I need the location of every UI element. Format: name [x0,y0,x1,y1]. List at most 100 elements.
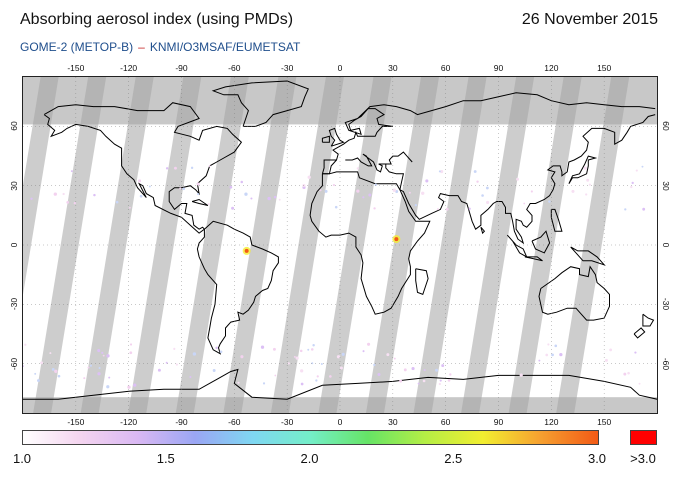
aerosol-speckle [362,350,365,353]
coastline [309,171,431,315]
aerosol-speckle [356,189,360,193]
top-tick-label: -90 [175,63,188,73]
aerosol-speckle [97,349,101,353]
bottom-tick-label: -60 [228,417,241,427]
colorbar-tick-label: 2.0 [300,451,319,466]
aerosol-speckle [408,191,411,194]
aerosol-speckle [173,347,176,350]
aerosol-speckle [133,383,137,387]
aerosol-speckle [127,385,131,389]
bottom-tick-label: 150 [597,417,612,427]
aerosol-speckle [51,367,55,371]
top-tick-label: 60 [440,63,451,73]
orbit-gap-stripe [175,77,249,413]
aerosol-speckle [295,356,299,360]
left-tick-label: 60 [9,121,19,132]
top-tick-label: -30 [281,63,294,73]
aerosol-speckle [417,382,420,385]
aerosol-speckle [485,186,489,190]
aerosol-speckle [197,193,200,196]
aerosol-speckle [519,373,523,377]
aerosol-speckle [212,369,216,372]
aerosol-speckle [207,203,210,206]
aerosol-speckle [53,192,58,196]
coastline [385,114,656,245]
map-canvas [23,77,657,413]
orbit-gap-stripe [128,77,202,413]
aerosol-speckle [367,342,371,346]
aerosol-speckle [115,200,119,204]
aerosol-speckle [411,366,415,371]
aerosol-speckle [97,372,101,376]
aerosol-speckle [423,369,426,372]
aerosol-speckle [523,202,526,205]
orbit-gap-stripe [556,77,630,413]
colorbar-tick-label: 3.0 [587,451,607,466]
aerosol-speckle [157,368,161,372]
aerosol-speckle [538,359,541,362]
aerosol-speckle [310,348,314,351]
aerosol-speckle [635,169,638,172]
aerosol-speckle [300,369,304,373]
coastline [570,246,606,266]
coastline [191,198,209,206]
aerosol-speckle [545,353,549,357]
aerosol-speckle [244,192,248,196]
aerosol-speckle [129,351,133,355]
aerosol-speckle [481,194,484,197]
aerosol-speckle [93,193,96,197]
orbit-gap-stripe [461,77,535,413]
aerosol-speckle [87,366,90,369]
orbit-gap-stripe [80,77,154,413]
aerosol-speckle [334,205,338,209]
top-tick-label: 30 [388,63,398,73]
map-title: Absorbing aerosol index (using PMDs) [20,11,294,28]
coastline [538,265,610,321]
aerosol-speckle [315,379,318,382]
aerosol-speckle [106,385,110,389]
bottom-tick-label: 90 [493,417,504,427]
coastline [23,368,657,400]
aerosol-speckle [240,355,244,359]
latitude-ticks-left: 60 30 0 -30 -60 [8,76,20,412]
right-tick-label: 60 [661,121,671,132]
aerosol-speckle [445,207,449,211]
aerosol-speckle [139,194,143,198]
top-tick-label: -120 [120,63,138,73]
bottom-tick-label: -150 [67,417,85,427]
aerosol-speckle [240,180,244,184]
subtitle-separator: – [138,40,145,54]
aerosol-speckle [165,167,169,170]
aerosol-speckle [267,196,271,201]
aerosol-speckle [623,372,627,376]
bottom-tick-label: 0 [337,417,343,427]
aerosol-speckle [215,346,218,350]
aerosol-speckle [392,188,397,192]
aerosol-speckle [373,207,376,210]
aerosol-speckle [237,381,240,384]
aerosol-speckle [634,351,637,354]
aerosol-speckle [393,357,396,360]
source-label: KNMI/O3MSAF/EUMETSAT [149,40,301,54]
aerosol-speckle [436,208,439,211]
aerosol-speckle [34,372,37,375]
colorbar-over-label: >3.0 [630,451,656,466]
aerosol-speckle [548,200,551,203]
bottom-tick-label: 120 [544,417,559,427]
aerosol-speckle [449,373,452,376]
aerosol-speckle [319,189,322,192]
right-tick-label: 0 [661,242,671,248]
top-tick-label: 120 [544,63,559,73]
aerosol-speckle [332,183,336,187]
aerosol-speckle [630,185,633,189]
aerosol-speckle [438,382,441,386]
aerosol-speckle [516,177,520,181]
aerosol-speckle [439,379,442,382]
aerosol-speckle [441,364,445,368]
coastline [321,92,656,174]
coastline [568,155,598,184]
aerosol-speckle [179,187,182,190]
aerosol-speckle [293,355,296,358]
colorbar-tick-label: 2.5 [444,451,463,466]
colorbar-tick-label: 1.0 [12,451,32,466]
